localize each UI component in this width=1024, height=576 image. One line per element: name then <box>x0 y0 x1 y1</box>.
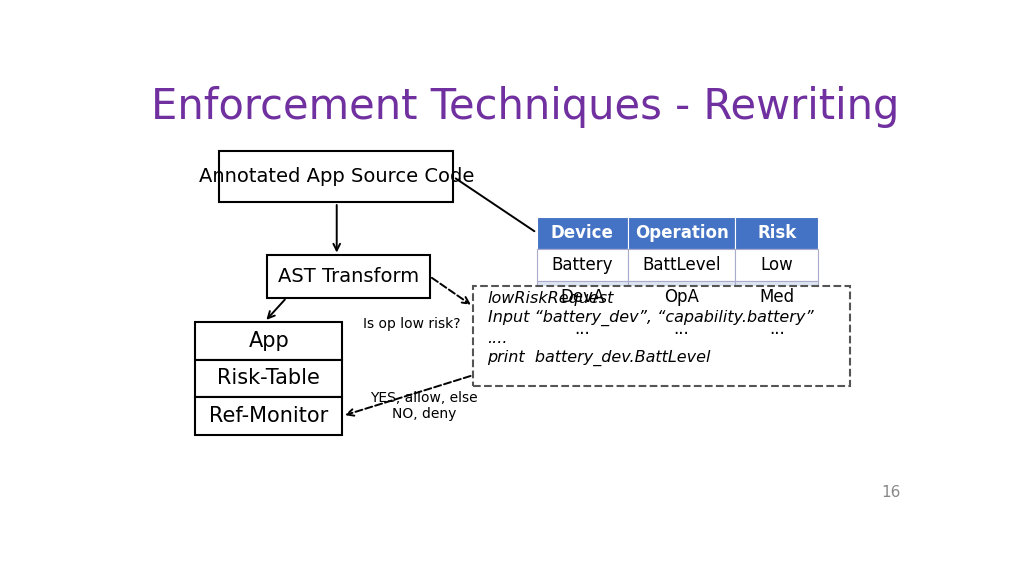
Bar <box>628 217 735 249</box>
Bar <box>473 286 850 386</box>
Text: Annotated App Source Code: Annotated App Source Code <box>199 167 474 186</box>
Text: print  battery_dev.BattLevel: print battery_dev.BattLevel <box>487 350 711 366</box>
Text: OpA: OpA <box>665 287 699 306</box>
Text: YES, allow, else
NO, deny: YES, allow, else NO, deny <box>371 391 478 421</box>
Text: Battery: Battery <box>552 256 613 274</box>
Bar <box>196 359 342 397</box>
Text: Is op low risk?: Is op low risk? <box>364 317 461 331</box>
Bar <box>267 255 430 298</box>
Text: DevA: DevA <box>560 287 604 306</box>
Bar <box>537 313 628 344</box>
Bar <box>735 281 818 313</box>
Text: Ref-Monitor: Ref-Monitor <box>209 406 329 426</box>
Text: AST Transform: AST Transform <box>278 267 419 286</box>
Bar <box>628 313 735 344</box>
Bar <box>628 281 735 313</box>
Text: ...: ... <box>769 320 784 338</box>
Bar <box>196 322 342 359</box>
Text: lowRiskRequest: lowRiskRequest <box>487 291 613 306</box>
Text: ...: ... <box>674 320 689 338</box>
Text: 16: 16 <box>882 485 901 500</box>
Bar <box>537 217 628 249</box>
Bar <box>196 397 342 435</box>
Text: Input “battery_dev”, “capability.battery”: Input “battery_dev”, “capability.battery… <box>487 310 813 327</box>
Text: Operation: Operation <box>635 224 728 242</box>
Text: ....: .... <box>487 331 508 346</box>
Text: Enforcement Techniques - Rewriting: Enforcement Techniques - Rewriting <box>151 86 899 128</box>
Text: Low: Low <box>761 256 794 274</box>
Text: BattLevel: BattLevel <box>642 256 721 274</box>
Text: Med: Med <box>759 287 795 306</box>
Bar <box>735 313 818 344</box>
Bar <box>735 249 818 281</box>
Text: Risk: Risk <box>757 224 797 242</box>
Bar <box>628 249 735 281</box>
Bar <box>537 249 628 281</box>
Text: Device: Device <box>551 224 613 242</box>
Text: Risk-Table: Risk-Table <box>217 369 321 388</box>
Text: App: App <box>249 331 289 351</box>
Bar <box>735 217 818 249</box>
Text: ...: ... <box>574 320 590 338</box>
Bar <box>537 281 628 313</box>
Bar <box>219 151 454 202</box>
